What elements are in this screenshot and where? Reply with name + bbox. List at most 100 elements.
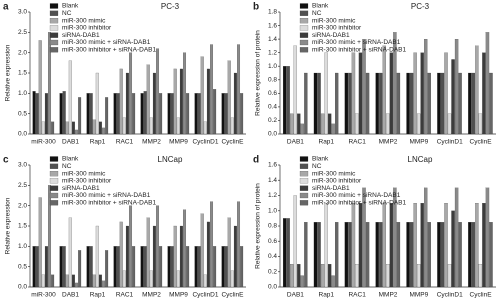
bar [230,117,234,135]
bar [32,246,36,288]
bar [297,264,301,288]
bar [282,66,287,135]
x-tick-label: CyclinE [221,292,244,299]
legend-label: miR-300 inhibitor + siRNA-DAB1 [62,47,156,54]
bar [78,97,82,135]
bar [282,218,287,288]
x-tick-label: MMP2 [379,292,398,299]
bar [420,203,424,288]
y-tick-label: 2.5 [18,182,27,189]
y-tick-label: 0.6 [268,238,277,245]
bar [227,60,231,135]
x-tick-label: DAB1 [287,292,304,299]
bar [393,187,397,288]
bar [379,72,383,135]
y-axis-title: Relative expression of protein [255,30,262,116]
bar [293,195,297,288]
y-tick-label: 3.0 [18,162,27,169]
bar [221,246,225,288]
panel-label: c [3,155,9,166]
bar [197,246,201,288]
y-tick-label: 0.0 [18,284,27,291]
legend-label: miR-300 inhibitor + siRNA-DAB1 [62,200,156,207]
bar [362,187,366,288]
bar [113,93,117,135]
bar [478,113,483,135]
y-tick-label: 1.4 [268,177,277,184]
bar [132,93,136,135]
bar [86,246,90,288]
legend-swatch [49,200,59,206]
y-tick-label: 1.0 [18,243,27,250]
legend-label: NC [312,10,322,17]
y-tick-label: 0.4 [268,253,277,260]
bar [194,93,198,135]
bar [86,93,90,135]
bar [159,246,163,288]
bar [440,222,445,288]
bar [102,280,106,288]
x-tick-label: CyclinE [221,139,244,146]
x-tick-label: RAC1 [348,292,366,299]
y-tick-label: 3.0 [18,9,27,16]
legend-label: siRNA-DAB1 [62,185,100,192]
bar [365,222,370,288]
bar [365,72,370,135]
bar [183,209,187,288]
x-tick-label: CyclinD1 [437,139,463,146]
legend-label: miR-300 inhibitor [62,25,112,32]
bar [173,68,177,135]
legend-swatch [299,192,309,199]
bar [482,52,486,135]
y-tick-label: 1.0 [268,207,277,214]
bar [335,222,339,288]
bar [92,274,96,288]
bar [116,93,120,135]
bar [41,121,45,135]
bar [62,246,66,288]
legend-swatch [49,47,59,53]
bar [197,93,201,135]
bar [451,210,455,288]
bar [92,119,96,135]
legend-swatch [299,10,309,16]
bar [156,48,160,135]
legend-swatch [299,185,309,191]
bar [471,222,476,288]
bar [468,222,472,288]
bar [297,113,301,135]
bar [95,225,99,288]
bar [458,72,462,135]
legend-swatch [49,32,59,38]
bar [304,72,308,135]
bar [386,264,390,288]
bar [38,197,42,288]
legend-label: Blank [312,3,329,10]
bar [183,52,187,135]
x-tick-label: MMP9 [409,139,428,146]
x-tick-label: DAB1 [62,139,79,146]
legend-label: miR-300 mimic + siRNA-DAB1 [62,39,151,46]
bar [230,270,234,288]
y-tick-label: 1.0 [268,63,277,70]
legend-label: miR-300 mimic [312,170,356,177]
bar [206,221,210,288]
bar [125,225,129,288]
bar [51,274,55,288]
legend-swatch [299,47,309,53]
bar [454,39,459,135]
bar [203,121,207,135]
bar [344,222,349,288]
bar [132,246,136,288]
bar [290,264,294,288]
legend-swatch [49,3,59,9]
legend-swatch [49,156,59,162]
bar [224,246,228,288]
x-tick-label: DAB1 [62,292,79,299]
bar [213,89,217,135]
bar [379,222,383,288]
bar [409,72,414,135]
bar [458,222,462,288]
bar [447,264,452,288]
bar [482,203,486,288]
